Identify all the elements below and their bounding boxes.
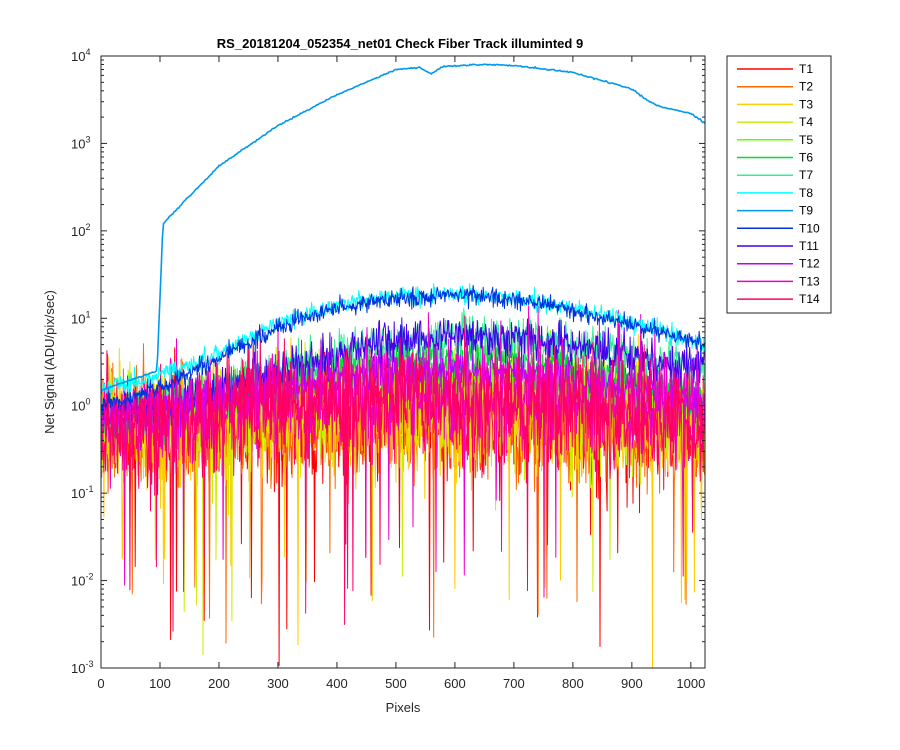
x-tick-label: 600 xyxy=(444,676,466,691)
x-axis: 0 100 200 300 400 500 600 700 800 900 1000 xyxy=(97,56,705,691)
x-axis-label: Pixels xyxy=(386,700,421,715)
chart-title: RS_20181204_052354_net01 Check Fiber Tra… xyxy=(217,36,583,51)
legend-label-t3: T3 xyxy=(799,97,813,111)
legend-label-t9: T9 xyxy=(799,204,813,218)
y-tick-label: 10-2 xyxy=(71,572,93,589)
legend-label-t8: T8 xyxy=(799,186,813,200)
plot-frame xyxy=(100,55,706,669)
legend-label-t11: T11 xyxy=(799,239,819,253)
x-tick-label: 1000 xyxy=(676,676,705,691)
x-tick-label: 400 xyxy=(326,676,348,691)
x-tick-label: 800 xyxy=(562,676,584,691)
x-tick-label: 700 xyxy=(503,676,525,691)
series-line-t10 xyxy=(100,284,706,415)
y-axis: 10-3 10-2 10-1 100 101 102 103 104 xyxy=(71,47,705,676)
y-axis-label: Net Signal (ADU/pix/sec) xyxy=(42,290,57,434)
x-tick-label: 900 xyxy=(621,676,643,691)
y-tick-label: 104 xyxy=(71,47,90,64)
legend-label-t5: T5 xyxy=(799,133,813,147)
y-tick-label: 10-1 xyxy=(71,484,93,501)
x-tick-label: 300 xyxy=(267,676,289,691)
series-line-t12 xyxy=(100,346,706,451)
legend-label-t13: T13 xyxy=(799,274,820,288)
legend-label-t2: T2 xyxy=(799,80,813,94)
legend-box xyxy=(726,55,832,314)
legend-label-t7: T7 xyxy=(799,168,813,182)
series-line-t11 xyxy=(100,317,706,438)
y-tick-label: 102 xyxy=(71,222,90,239)
legend: T1 T2 T3 T4 T5 T6 T7 T8 T9 T10 T11 T12 T13 T14 xyxy=(726,55,832,314)
legend-label-t1: T1 xyxy=(799,62,813,76)
legend-label-t4: T4 xyxy=(799,115,813,129)
x-tick-label: 100 xyxy=(149,676,171,691)
legend-label-t14: T14 xyxy=(799,292,820,306)
y-tick-label: 10-3 xyxy=(71,659,93,676)
legend-items: T1 T2 T3 T4 T5 T6 T7 T8 T9 T10 T11 T12 T13 T14 xyxy=(737,62,820,306)
series-line-t9 xyxy=(100,63,706,392)
legend-label-t12: T12 xyxy=(799,257,820,271)
series-line-t14 xyxy=(100,315,706,632)
legend-label-t10: T10 xyxy=(799,221,820,235)
x-tick-label: 200 xyxy=(208,676,230,691)
x-tick-label: 0 xyxy=(97,676,104,691)
y-tick-label: 103 xyxy=(71,134,90,151)
series-layer xyxy=(100,63,706,669)
y-tick-label: 100 xyxy=(71,397,90,414)
y-tick-label: 101 xyxy=(71,309,90,326)
legend-label-t6: T6 xyxy=(799,151,813,165)
x-tick-label: 500 xyxy=(385,676,407,691)
